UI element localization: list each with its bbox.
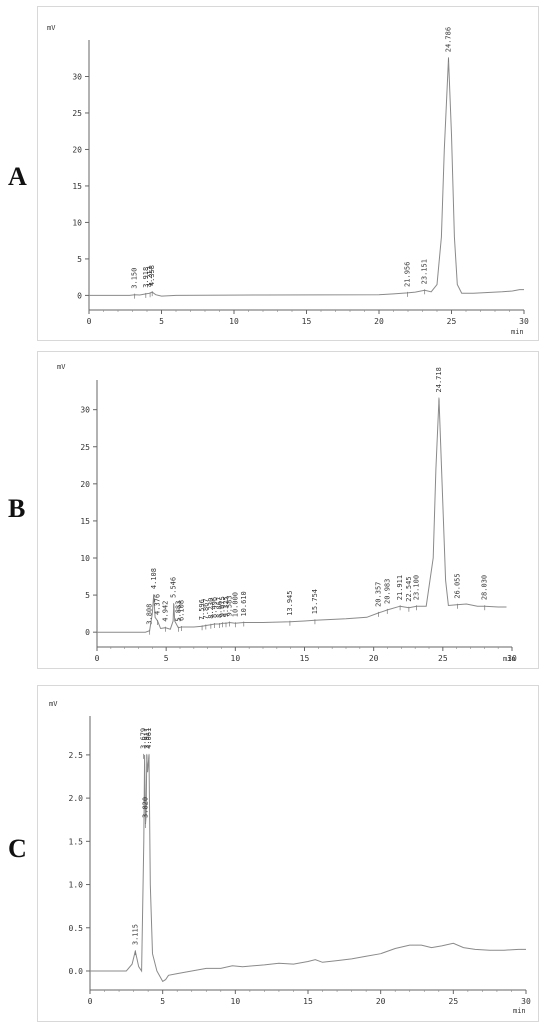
chart-b-peak-label: 6.108 — [177, 600, 185, 621]
chart-c-x-tick-label: 10 — [231, 997, 241, 1006]
chart-a-y-tick-label: 15 — [72, 182, 82, 191]
chart-b-x-tick-label: 0 — [95, 654, 100, 663]
chart-c-x-tick-label: 15 — [303, 997, 313, 1006]
chart-c-x-tick-label: 30 — [521, 997, 531, 1006]
chart-c-signal-trace — [90, 754, 526, 983]
chart-c-peak-label: 3.679 — [139, 728, 147, 749]
panel-a-label: A — [8, 162, 27, 191]
chart-b-peak-label: 15.754 — [311, 589, 319, 614]
chart-b-peak-label: 20.357 — [375, 582, 383, 607]
chart-b-peak-label: 7.596 — [198, 599, 206, 620]
chart-c-y-tick-label: 2.5 — [69, 751, 84, 760]
chart-a-peak-label: 3.150 — [131, 268, 139, 289]
chart-b-x-tick-label: 20 — [369, 654, 379, 663]
chart-b-x-tick-label: 25 — [438, 654, 448, 663]
panel-b-frame — [37, 351, 539, 669]
chart-b-x-tick-label: 15 — [300, 654, 310, 663]
panel-c-frame — [37, 685, 539, 1022]
chart-c-peak-label: 4.061 — [145, 728, 153, 749]
panel-b-label: B — [8, 494, 26, 523]
chart-c-y-tick-label: 1.5 — [69, 837, 84, 846]
chart-b-peak-label: 4.376 — [154, 594, 162, 615]
chart-b-peak-label: 10.610 — [240, 591, 248, 616]
chart-b-peak-label: 21.911 — [396, 575, 404, 600]
chart-a-y-tick-label: 25 — [72, 109, 82, 118]
chart-c-y-tick-label: 1.0 — [69, 881, 84, 890]
chart-c-x-tick-label: 5 — [160, 997, 165, 1006]
chart-a-y-tick-label: 5 — [77, 255, 82, 264]
chart-a-signal-trace — [89, 58, 524, 297]
chart-b-peak-label: 5.546 — [170, 577, 178, 598]
chart-a-xlabel: min — [511, 328, 524, 336]
chart-a-x-tick-label: 20 — [374, 317, 384, 326]
chart-b-peak-label: 9.075 — [218, 596, 226, 617]
chart-b-x-tick-label: 30 — [507, 654, 517, 663]
chart-b-ylabel: mV — [57, 363, 66, 371]
chart-a-ylabel: mV — [47, 24, 56, 32]
chart-c-peak-label: 3.911 — [143, 728, 151, 749]
chart-b-peak-label: 20.983 — [383, 579, 391, 604]
chart-b-peak-label: 9.325 — [222, 596, 230, 617]
chart-b-peak-label: 7.867 — [202, 598, 210, 619]
chart-b-peak-label: 8.867 — [216, 597, 224, 618]
panel-c-label: C — [8, 834, 27, 863]
chart-a-y-tick-label: 10 — [72, 218, 82, 227]
chart-a-x-tick-label: 25 — [447, 317, 457, 326]
chart-c-x-tick-label: 20 — [376, 997, 386, 1006]
chart-b-peak-label: 13.945 — [286, 590, 294, 615]
chart-b-y-tick-label: 5 — [85, 591, 90, 600]
chart-b-y-tick-label: 20 — [80, 480, 90, 489]
chart-b-peak-label: 24.718 — [435, 367, 443, 392]
chart-a-x-tick-label: 30 — [519, 317, 529, 326]
chart-b-x-tick-label: 5 — [164, 654, 169, 663]
chart-b-peak-label: 8.230 — [207, 598, 215, 619]
chart-b-peak-label: 9.583 — [226, 595, 234, 616]
chart-c-x-tick-label: 25 — [449, 997, 459, 1006]
chart-b-peak-label: 4.942 — [161, 601, 169, 622]
chart-a-y-tick-label: 30 — [72, 72, 82, 81]
chart-b-peak-label: 8.496 — [211, 597, 219, 618]
chart-b-y-tick-label: 0 — [85, 628, 90, 637]
chart-b-peak-label: 10.000 — [231, 592, 239, 617]
chart-a-x-tick-label: 15 — [302, 317, 312, 326]
chart-b-signal-trace — [97, 398, 507, 633]
chart-b-y-tick-label: 25 — [80, 443, 90, 452]
chart-b-y-tick-label: 30 — [80, 406, 90, 415]
chart-b-y-tick-label: 15 — [80, 517, 90, 526]
chart-b-peak-label: 26.055 — [453, 573, 461, 598]
chart-b-peak-label: 28.030 — [481, 575, 489, 600]
chart-c-y-tick-label: 2.0 — [69, 794, 84, 803]
chart-b-xlabel: min — [503, 655, 516, 663]
chart-a-peak-label: 3.918 — [142, 267, 150, 288]
chart-a-x-tick-label: 10 — [229, 317, 239, 326]
chart-b-peak-label: 22.545 — [405, 576, 413, 601]
chart-b-peak-label: 5.883 — [174, 601, 182, 622]
chart-c-ylabel: mV — [49, 700, 58, 708]
chart-a-x-tick-label: 0 — [87, 317, 92, 326]
panel-a-frame — [37, 6, 539, 341]
chart-c-y-tick-label: 0.5 — [69, 924, 84, 933]
chart-b-x-tick-label: 10 — [231, 654, 241, 663]
chart-c-y-tick-label: 0.0 — [69, 967, 84, 976]
chart-a-y-tick-label: 0 — [77, 291, 82, 300]
chart-a-peak-label: 24.786 — [444, 27, 452, 52]
chart-b-peak-label: 3.808 — [146, 604, 154, 625]
chart-c-x-tick-label: 0 — [88, 997, 93, 1006]
chart-c-xlabel: min — [513, 1007, 526, 1015]
chart-c-peak-label: 3.820 — [142, 797, 150, 818]
chart-a-peak-label: 21.956 — [403, 262, 411, 287]
chart-a-peak-label: 23.151 — [421, 259, 429, 284]
chart-a-x-tick-label: 5 — [159, 317, 164, 326]
chart-b-peak-label: 23.100 — [413, 575, 421, 600]
chart-b-peak-label: 4.108 — [150, 568, 158, 589]
chart-a-y-tick-label: 20 — [72, 145, 82, 154]
chart-b-y-tick-label: 10 — [80, 554, 90, 563]
chart-c-peak-label: 3.115 — [131, 924, 139, 945]
chart-a-peak-label: 4.213 — [146, 266, 154, 287]
chart-a-peak-label: 4.358 — [148, 265, 156, 286]
